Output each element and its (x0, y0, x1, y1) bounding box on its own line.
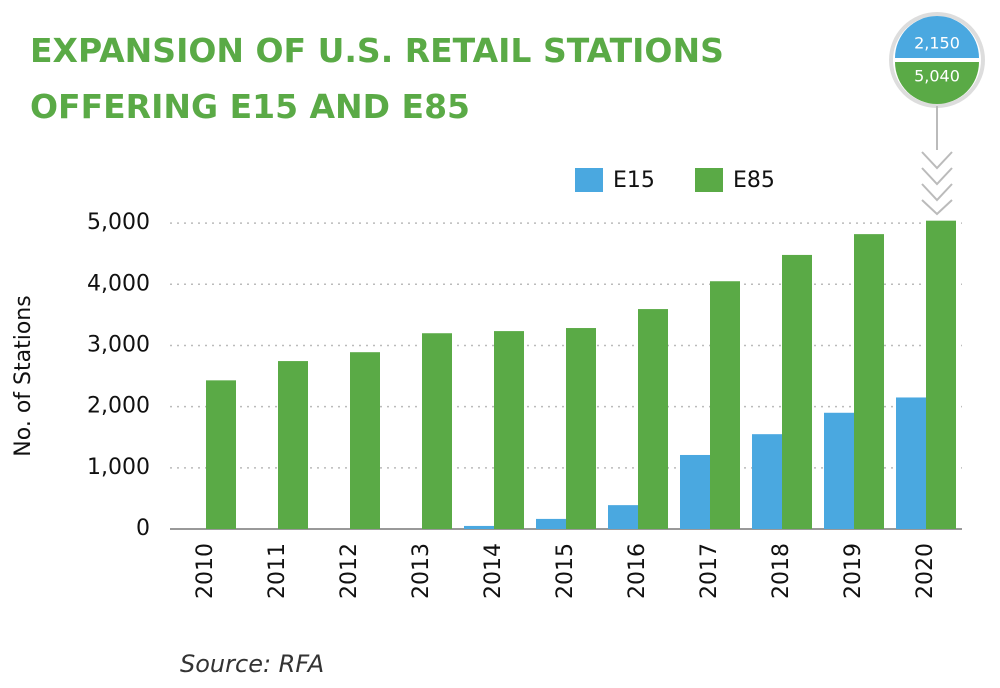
x-tick-label: 2010 (193, 543, 218, 599)
bar (494, 331, 524, 529)
x-tick-label: 2014 (481, 543, 506, 599)
bar (536, 518, 566, 529)
bar (854, 234, 884, 530)
source: Source: RFA (180, 650, 324, 678)
bar (680, 454, 710, 529)
x-tick-label: 2013 (409, 543, 434, 599)
x-tick-label: 2015 (553, 543, 578, 599)
bar (752, 434, 782, 529)
badge: 2,150 5,040 (889, 12, 985, 216)
x-tick-label: 2020 (913, 543, 938, 599)
bar (206, 380, 236, 529)
y-tick-label: 0 (136, 516, 150, 541)
legend-label: E85 (733, 168, 775, 193)
bar (896, 397, 926, 529)
bar (350, 352, 380, 529)
legend-swatch (695, 168, 723, 192)
chart-title: OFFERING E15 AND E85 (30, 87, 470, 126)
x-tick-label: 2017 (697, 543, 722, 599)
bar (782, 254, 812, 529)
x-tick-label: 2012 (337, 543, 362, 599)
bar (638, 309, 668, 529)
x-tick-label: 2019 (841, 543, 866, 599)
chart-title: EXPANSION OF U.S. RETAIL STATIONS (30, 31, 724, 70)
legend-swatch (575, 168, 603, 192)
x-tick-label: 2016 (625, 543, 650, 599)
bar (464, 525, 494, 529)
bar (824, 412, 854, 529)
y-tick-label: 3,000 (87, 332, 150, 357)
y-tick-label: 4,000 (87, 271, 150, 296)
y-axis-title: No. of Stations (11, 295, 36, 456)
bar (926, 220, 956, 529)
y-tick-label: 5,000 (87, 210, 150, 235)
legend-label: E15 (613, 168, 655, 193)
badge-label: 5,040 (914, 67, 960, 86)
bar (422, 333, 452, 529)
bar (278, 361, 308, 529)
y-tick-label: 1,000 (87, 455, 150, 480)
y-tick-label: 2,000 (87, 394, 150, 419)
bar (710, 281, 740, 529)
bar (608, 505, 638, 529)
x-tick-label: 2018 (769, 543, 794, 599)
bar (566, 328, 596, 529)
x-tick-label: 2011 (265, 543, 290, 599)
badge-label: 2,150 (914, 34, 960, 53)
